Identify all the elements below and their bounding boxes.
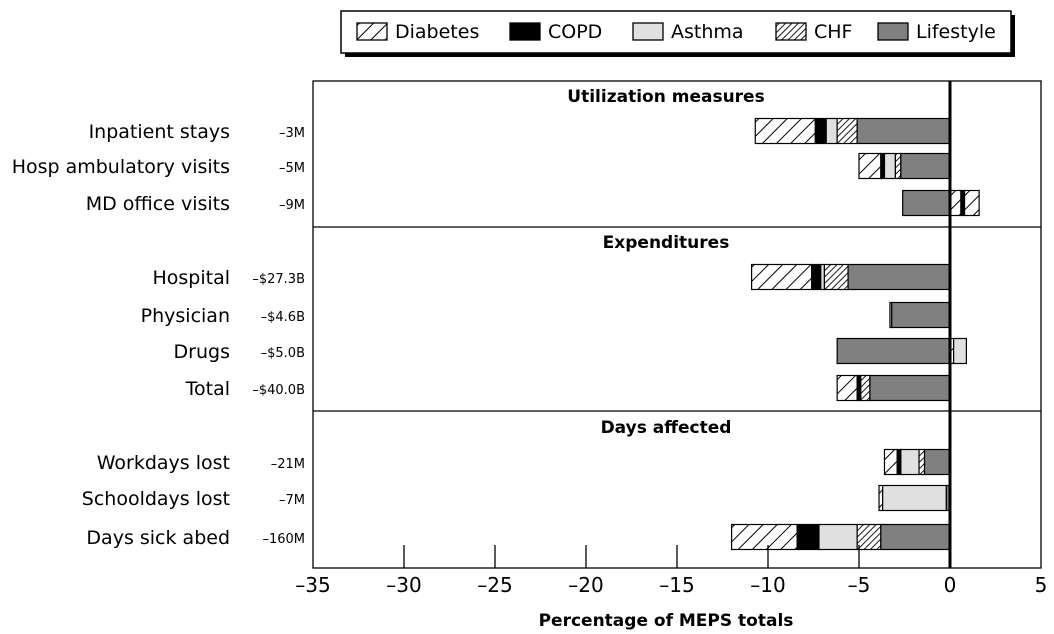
legend: Diabetes COPD Asthma CHF Lifestyle <box>340 10 1015 57</box>
bar-segment-hospital-chf <box>823 263 849 291</box>
bar-segment-total-diabetes <box>836 374 858 402</box>
bar-segment-inpatient-stays-diabetes <box>754 117 816 145</box>
bar-segment-hospital-diabetes <box>751 263 813 291</box>
row-label-hosp-ambulatory-visits: Hosp ambulatory visits <box>12 156 230 178</box>
row-total-hospital: –$27.3B <box>252 272 305 287</box>
row-label-workdays-lost: Workdays lost <box>97 452 230 474</box>
bar-segment-hosp-ambulatory-visits-diabetes <box>858 152 882 180</box>
legend-label-asthma: Asthma <box>671 21 744 43</box>
x-tick-label: 0 <box>944 573 957 597</box>
x-tick-label: 5 <box>1035 573 1048 597</box>
row-total-physician: –$4.6B <box>261 310 305 325</box>
x-tick-label: –35 <box>295 573 330 597</box>
bar-segment-inpatient-stays-chf <box>836 117 858 145</box>
legend-swatch-diabetes <box>356 22 388 41</box>
row-label-hospital: Hospital <box>152 267 230 289</box>
bar-segment-days-sick-abed-copd <box>796 523 820 551</box>
bar-segment-inpatient-stays-asthma <box>825 117 838 145</box>
bar-segment-drugs-asthma <box>953 337 967 365</box>
legend-swatch-lifestyle <box>877 22 909 41</box>
bar-segment-days-sick-abed-diabetes <box>730 523 798 551</box>
panel-title-utilization-measures: Utilization measures <box>567 87 764 107</box>
legend-swatch-chf <box>775 22 807 41</box>
bar-segment-hospital-lifestyle <box>847 263 951 291</box>
legend-label-chf: CHF <box>814 21 852 43</box>
x-tick-label: –15 <box>659 573 694 597</box>
row-label-inpatient-stays: Inpatient stays <box>89 121 230 143</box>
bar-segment-inpatient-stays-copd <box>814 117 827 145</box>
row-label-days-sick-abed: Days sick abed <box>86 527 230 549</box>
bar-segment-workdays-lost-asthma <box>900 448 920 476</box>
row-total-days-sick-abed: –160M <box>262 532 305 547</box>
row-total-total: –$40.0B <box>252 383 305 398</box>
x-tick-label: –20 <box>568 573 603 597</box>
legend-label-copd: COPD <box>548 21 602 43</box>
bar-segment-days-sick-abed-chf <box>856 523 882 551</box>
bar-segment-total-chf <box>860 374 871 402</box>
legend-swatch-copd <box>509 22 541 41</box>
bar-segment-physician-lifestyle <box>891 301 951 329</box>
x-axis-title: Percentage of MEPS totals <box>539 611 794 631</box>
row-total-schooldays-lost: –7M <box>279 493 305 508</box>
row-label-total: Total <box>185 378 230 400</box>
row-total-inpatient-stays: –3M <box>279 126 305 141</box>
x-tick-label: –10 <box>750 573 785 597</box>
bar-segment-md-office-visits-diabetes <box>949 189 962 217</box>
row-label-md-office-visits: MD office visits <box>86 193 230 215</box>
bar-segment-total-lifestyle <box>869 374 951 402</box>
row-total-workdays-lost: –21M <box>271 457 305 472</box>
row-total-hosp-ambulatory-visits: –5M <box>279 161 305 176</box>
row-total-drugs: –$5.0B <box>261 346 305 361</box>
x-tick-label: –30 <box>386 573 421 597</box>
row-label-drugs: Drugs <box>174 341 230 363</box>
row-label-physician: Physician <box>141 305 230 327</box>
bar-segment-hosp-ambulatory-visits-chf <box>894 152 902 180</box>
bar-segment-inpatient-stays-lifestyle <box>856 117 951 145</box>
bar-segment-workdays-lost-chf <box>918 448 926 476</box>
bar-segment-hospital-copd <box>811 263 822 291</box>
x-tick-label: –5 <box>848 573 871 597</box>
bar-segment-hosp-ambulatory-visits-lifestyle <box>900 152 951 180</box>
row-total-md-office-visits: –9M <box>279 198 305 213</box>
bar-segment-days-sick-abed-asthma <box>818 523 858 551</box>
panel-title-days-affected: Days affected <box>601 418 732 438</box>
bar-segment-md-office-visits-lifestyle <box>902 189 951 217</box>
row-label-schooldays-lost: Schooldays lost <box>82 488 230 510</box>
bar-segment-schooldays-lost-asthma <box>882 484 947 512</box>
legend-label-lifestyle: Lifestyle <box>916 21 996 43</box>
bar-segment-hosp-ambulatory-visits-asthma <box>883 152 896 180</box>
bar-segment-workdays-lost-lifestyle <box>923 448 951 476</box>
bar-segment-workdays-lost-diabetes <box>883 448 898 476</box>
bar-segment-drugs-lifestyle <box>836 337 951 365</box>
legend-swatch-asthma <box>632 22 664 41</box>
legend-label-diabetes: Diabetes <box>395 21 479 43</box>
panel-title-expenditures: Expenditures <box>603 233 730 253</box>
bar-segment-days-sick-abed-lifestyle <box>880 523 951 551</box>
bar-segment-md-office-visits-diabetes <box>963 189 980 217</box>
plot-area: Utilization measures Expenditures Days aff… <box>295 80 1048 597</box>
x-tick-label: –25 <box>477 573 512 597</box>
